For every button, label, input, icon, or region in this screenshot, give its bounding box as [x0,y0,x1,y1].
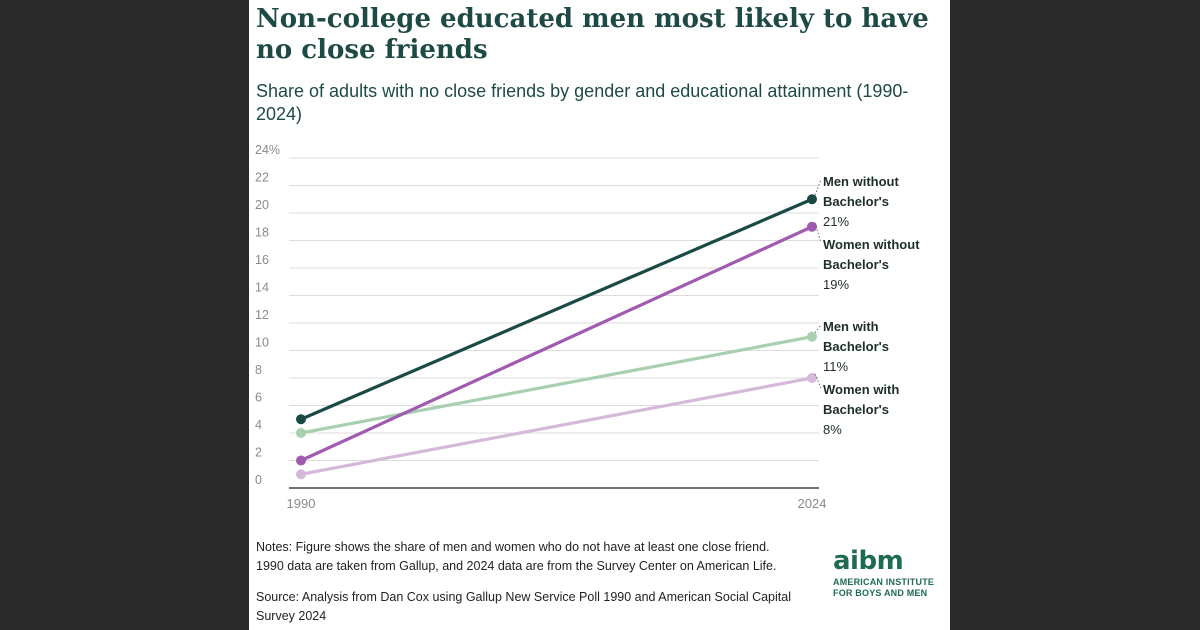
data-point [807,331,817,342]
logo-wordmark: aibm [833,546,904,576]
data-point [296,414,306,425]
chart-subtitle: Share of adults with no close friends by… [256,81,909,124]
label-leader [814,373,822,389]
series-line [299,376,814,476]
series-value-label: 8% [823,422,842,437]
series-label: Bachelor's [823,257,889,272]
series-label: Bachelor's [823,194,889,209]
aibm-logo: aibm AMERICAN INSTITUTE FOR BOYS AND MEN [833,548,934,599]
y-tick-label: 22 [255,171,269,185]
notes-block: Notes: Figure shows the share of men and… [256,538,816,626]
y-tick-label: 2 [255,446,262,460]
series-label: Men with [823,319,879,334]
data-point [807,194,817,205]
x-tick-label: 2024 [798,496,827,511]
notes-line-1: Notes: Figure shows the share of men and… [256,540,770,554]
y-tick-label: 4 [255,418,262,432]
logo-tagline-line-1: AMERICAN INSTITUTE [833,577,935,587]
series-label: Bachelor's [823,402,889,417]
label-leader [814,179,822,196]
y-tick-label: 6 [255,391,262,405]
y-tick-label: 14 [255,281,269,295]
x-tick-label: 1990 [287,496,316,511]
y-tick-label: 8 [255,363,262,377]
y-tick-label: 16 [255,253,269,267]
series-label: Women with [823,382,899,397]
source-line: Source: Analysis from Dan Cox using Gall… [256,590,791,623]
data-point [807,221,817,232]
logo-tagline: AMERICAN INSTITUTE FOR BOYS AND MEN [833,577,934,599]
y-tick-label: 12 [255,308,269,322]
data-point [296,455,306,466]
y-tick-label: 0 [255,473,262,487]
y-tick-label: 10 [255,336,269,350]
y-tick-label: 24% [255,143,280,157]
logo-tagline-line-2: FOR BOYS AND MEN [833,588,928,598]
label-leader [814,222,822,244]
chart-card: Non-college educated men most likely to … [249,0,950,630]
y-tick-label: 18 [255,226,269,240]
y-tick-label: 20 [255,198,269,212]
series-line [299,225,814,463]
series-label: Bachelor's [823,339,889,354]
series-line [299,197,814,421]
series-value-label: 21% [823,214,849,229]
series-value-label: 19% [823,277,849,292]
series-label: Men without [823,174,899,189]
data-point [296,428,306,438]
series-value-label: 11% [823,359,848,374]
data-point [296,469,306,480]
chart-title: Non-college educated men most likely to … [256,4,929,65]
series-line [299,335,814,435]
notes-line-2: 1990 data are taken from Gallup, and 202… [256,559,777,573]
data-point [807,373,817,383]
series-label: Women without [823,237,920,252]
label-leader [814,324,822,334]
